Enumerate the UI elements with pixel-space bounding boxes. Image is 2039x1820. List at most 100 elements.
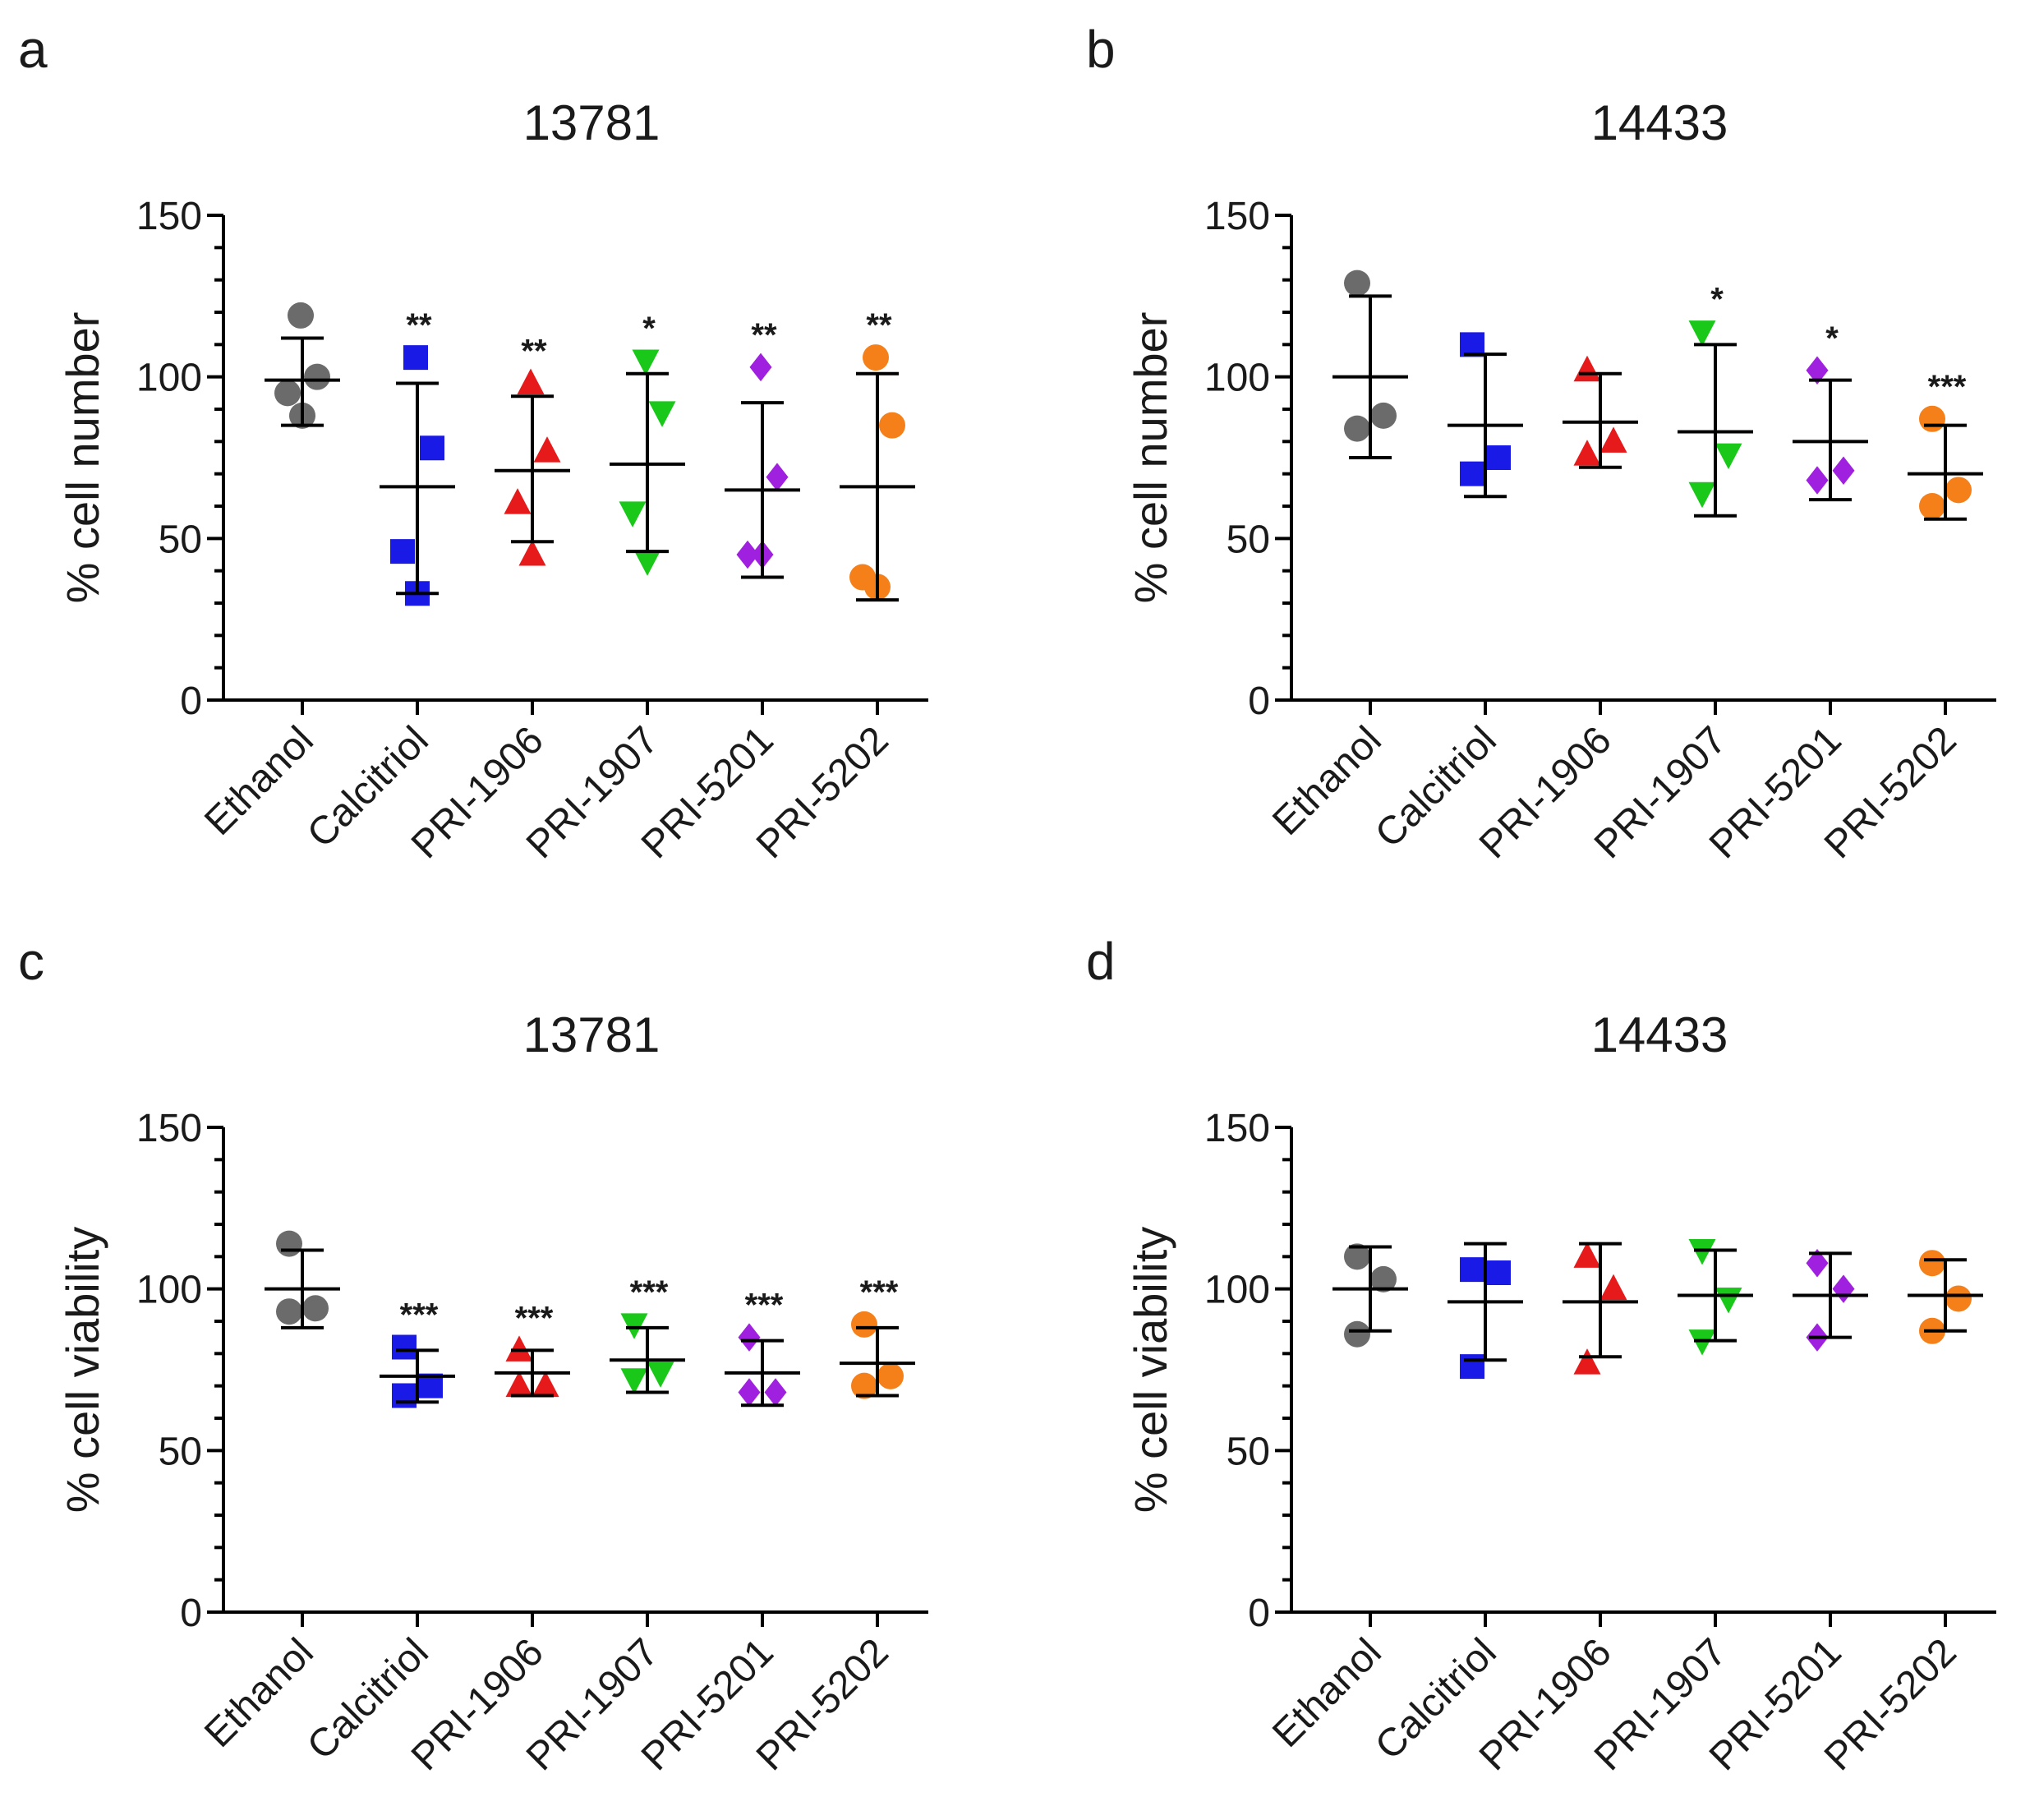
data-point — [1344, 1243, 1370, 1270]
series-pri-5202 — [1908, 1250, 1983, 1344]
series-pri-5201: ** — [725, 317, 800, 579]
data-point — [1945, 1285, 1972, 1312]
y-tick-label: 150 — [1204, 195, 1270, 238]
series-pri-5202: ** — [840, 307, 915, 602]
data-point — [403, 345, 428, 371]
data-point — [1486, 445, 1511, 470]
data-point — [276, 1230, 302, 1257]
panel-letter: c — [18, 932, 44, 991]
data-point — [288, 302, 314, 329]
data-point — [879, 412, 905, 439]
data-point — [505, 1371, 533, 1398]
y-tick-label: 150 — [136, 195, 202, 238]
series-calcitriol — [1448, 332, 1523, 499]
data-point — [851, 1372, 877, 1399]
series-calcitriol — [1448, 1242, 1523, 1380]
data-point — [738, 1378, 761, 1407]
data-point — [1806, 1248, 1829, 1278]
data-point — [420, 435, 444, 461]
data-point — [1370, 1265, 1397, 1292]
significance-label: * — [1710, 282, 1724, 318]
chart-title: 13781 — [523, 95, 660, 150]
data-point — [633, 550, 661, 576]
data-point — [648, 401, 676, 427]
y-tick-label: 0 — [180, 1592, 202, 1635]
panel-letter: a — [18, 20, 48, 79]
significance-label: *** — [515, 1300, 554, 1336]
significance-label: *** — [400, 1297, 439, 1333]
chart-title: 14433 — [1591, 1007, 1728, 1062]
significance-label: *** — [1928, 369, 1967, 405]
data-point — [418, 1373, 443, 1398]
data-point — [276, 1298, 302, 1325]
chart-title: 14433 — [1591, 95, 1728, 150]
series-pri-5201: *** — [725, 1288, 800, 1408]
data-point — [1573, 1348, 1601, 1375]
significance-label: ** — [406, 307, 432, 343]
data-point — [1919, 493, 1945, 519]
data-point — [1460, 1354, 1484, 1380]
data-point — [1486, 1260, 1511, 1285]
series-pri-1907: * — [610, 311, 685, 576]
y-tick-label: 100 — [1204, 1269, 1270, 1312]
data-point — [1460, 332, 1484, 357]
y-axis-label: % cell viability — [57, 1227, 108, 1514]
data-point — [647, 1362, 674, 1388]
data-point — [620, 1368, 648, 1394]
panel-letter: d — [1086, 932, 1116, 991]
data-point — [619, 501, 647, 528]
data-point — [736, 540, 759, 569]
y-tick-label: 0 — [1248, 680, 1270, 723]
data-point — [1370, 402, 1397, 429]
chart-title: 13781 — [523, 1007, 660, 1062]
data-point — [1715, 443, 1742, 470]
data-point — [764, 1378, 787, 1407]
data-point — [863, 344, 889, 371]
data-point — [532, 1371, 559, 1398]
data-point — [302, 1295, 329, 1322]
data-point — [1573, 355, 1601, 382]
y-axis-label: % cell number — [57, 312, 108, 604]
y-tick-label: 0 — [1248, 1592, 1270, 1635]
data-point — [274, 380, 301, 407]
series-ethanol — [265, 1230, 340, 1329]
data-point — [518, 540, 546, 566]
data-point — [632, 349, 660, 376]
series-pri-5201: * — [1793, 320, 1868, 502]
data-point — [505, 1335, 533, 1362]
data-point — [1806, 466, 1829, 495]
data-point — [766, 463, 789, 491]
data-point — [392, 1334, 417, 1360]
data-point — [1715, 1287, 1742, 1314]
series-calcitriol: *** — [380, 1297, 455, 1408]
series-pri-1907: * — [1678, 282, 1753, 518]
series-pri-5202: *** — [840, 1274, 915, 1399]
data-point — [1688, 1329, 1716, 1356]
data-point — [1573, 440, 1601, 466]
y-axis-label: % cell viability — [1125, 1227, 1176, 1514]
series-calcitriol: ** — [380, 307, 455, 606]
y-tick-label: 50 — [159, 1430, 202, 1473]
series-ethanol — [1332, 1243, 1408, 1348]
y-tick-label: 50 — [1227, 1430, 1270, 1473]
data-point — [1599, 1274, 1627, 1301]
data-point — [1344, 270, 1370, 297]
data-point — [1919, 1250, 1945, 1277]
y-tick-label: 150 — [136, 1107, 202, 1150]
data-point — [1919, 405, 1945, 432]
significance-label: *** — [860, 1274, 899, 1311]
significance-label: * — [1825, 320, 1839, 357]
series-ethanol — [1332, 270, 1408, 459]
significance-label: ** — [751, 317, 777, 353]
y-tick-label: 100 — [136, 1269, 202, 1312]
y-tick-label: 0 — [180, 680, 202, 723]
y-tick-label: 50 — [159, 518, 202, 561]
data-point — [392, 1383, 417, 1408]
significance-label: *** — [745, 1288, 784, 1324]
data-point — [1460, 1257, 1484, 1283]
data-point — [1688, 481, 1716, 509]
series-pri-1906: *** — [495, 1300, 570, 1398]
